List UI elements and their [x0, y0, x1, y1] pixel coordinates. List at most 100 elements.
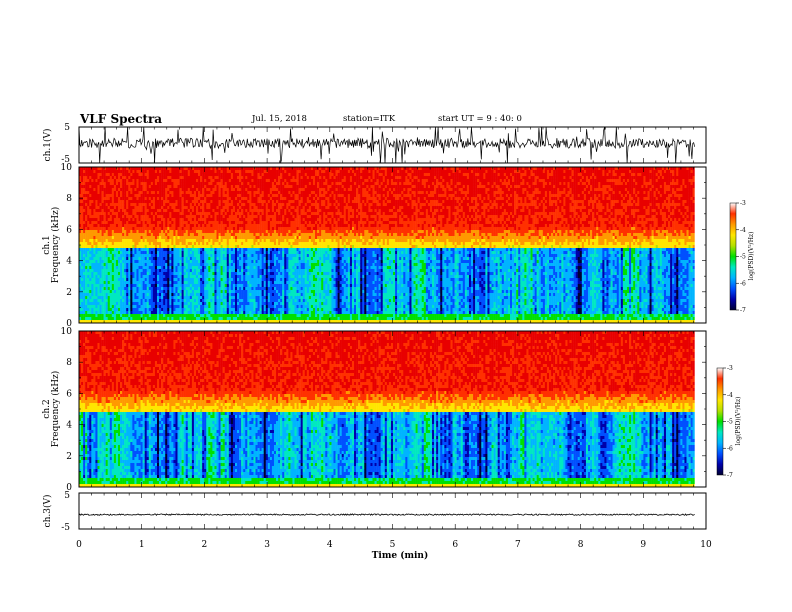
spectrogram-cell [202, 251, 204, 254]
spectrogram-cell [198, 206, 200, 209]
spectrogram-cell [116, 185, 118, 188]
spectrogram-cell [149, 197, 151, 200]
spectrogram-cell [233, 209, 235, 212]
spectrogram-cell [102, 296, 104, 299]
spectrogram-cell [171, 203, 173, 206]
spectrogram-cell [106, 305, 108, 308]
spectrogram-cell [196, 224, 198, 227]
spectrogram-cell [112, 263, 114, 266]
spectrogram-cell [169, 302, 171, 305]
spectrogram-cell [161, 233, 163, 236]
spectrogram-cell [81, 299, 83, 302]
spectrogram-cell [151, 254, 153, 257]
spectrogram-cell [108, 251, 110, 254]
spectrogram-cell [126, 284, 128, 287]
spectrogram-cell [182, 233, 184, 236]
spectrogram-cell [110, 272, 112, 275]
spectrogram-cell [214, 239, 216, 242]
spectrogram-cell [85, 254, 87, 257]
spectrogram-cell [184, 266, 186, 269]
spectrogram-cell [139, 170, 141, 173]
spectrogram-cell [97, 245, 99, 248]
spectrogram-cell [89, 296, 91, 299]
spectrogram-cell [186, 266, 188, 269]
spectrogram-cell [175, 311, 177, 314]
spectrogram-cell [145, 242, 147, 245]
spectrogram-cell [120, 212, 122, 215]
spectrogram-cell [202, 308, 204, 311]
spectrogram-cell [167, 266, 169, 269]
spectrogram-cell [227, 182, 229, 185]
spectrogram-cell [206, 191, 208, 194]
spectrogram-cell [122, 248, 124, 251]
spectrogram-cell [89, 251, 91, 254]
spectrogram-cell [173, 176, 175, 179]
spectrogram-cell [219, 260, 221, 263]
spectrogram-cell [237, 311, 239, 314]
spectrogram-cell [141, 218, 143, 221]
spectrogram-cell [114, 281, 116, 284]
spectrogram-cell [87, 290, 89, 293]
spectrogram-cell [188, 170, 190, 173]
spectrogram-cell [91, 251, 93, 254]
spectrogram-cell [178, 305, 180, 308]
spectrogram-cell [126, 248, 128, 251]
spectrogram-cell [171, 245, 173, 248]
spectrogram-cell [210, 242, 212, 245]
spectrogram-cell [122, 314, 124, 317]
spectrogram-cell [190, 293, 192, 296]
spectrogram-cell [161, 242, 163, 245]
spectrogram-cell [155, 317, 157, 320]
spectrogram-cell [130, 230, 132, 233]
spectrogram-cell [190, 182, 192, 185]
spectrogram-cell [227, 224, 229, 227]
spectrogram-cell [225, 293, 227, 296]
spectrogram-cell [182, 314, 184, 317]
spectrogram-cell [184, 185, 186, 188]
spectrogram-cell [180, 278, 182, 281]
spectrogram-cell [202, 224, 204, 227]
spectrogram-cell [159, 194, 161, 197]
spectrogram-cell [161, 236, 163, 239]
spectrogram-cell [190, 170, 192, 173]
spectrogram-cell [122, 284, 124, 287]
spectrogram-cell [151, 206, 153, 209]
spectrogram-cell [167, 200, 169, 203]
spectrogram-cell [126, 203, 128, 206]
spectrogram-cell [141, 179, 143, 182]
spectrogram-cell [143, 191, 145, 194]
spectrogram-cell [227, 212, 229, 215]
spectrogram-cell [149, 227, 151, 230]
spectrogram-cell [237, 200, 239, 203]
spectrogram-cell [231, 194, 233, 197]
spectrogram-cell [180, 206, 182, 209]
spectrogram-cell [217, 305, 219, 308]
spectrogram-cell [153, 269, 155, 272]
spectrogram-cell [190, 224, 192, 227]
spectrogram-cell [106, 239, 108, 242]
spectrogram-cell [100, 233, 102, 236]
spectrogram-cell [180, 200, 182, 203]
spectrogram-cell [106, 266, 108, 269]
spectrogram-cell [180, 170, 182, 173]
spectrogram-cell [147, 317, 149, 320]
spectrogram-cell [126, 182, 128, 185]
spectrogram-cell [87, 272, 89, 275]
spectrogram-cell [95, 248, 97, 251]
spectrogram-cell [147, 209, 149, 212]
spectrogram-cell [237, 239, 239, 242]
spectrogram-cell [188, 245, 190, 248]
spectrogram-cell [87, 257, 89, 260]
spectrogram-cell [190, 302, 192, 305]
spectrogram-cell [169, 221, 171, 224]
spectrogram-cell [159, 236, 161, 239]
spectrogram-cell [128, 173, 130, 176]
spectrogram-cell [188, 212, 190, 215]
spectrogram-cell [110, 275, 112, 278]
spectrogram-cell [208, 230, 210, 233]
spectrogram-cell [116, 215, 118, 218]
spectrogram-cell [91, 176, 93, 179]
spectrogram-cell [175, 215, 177, 218]
spectrogram-cell [126, 221, 128, 224]
spectrogram-cell [104, 284, 106, 287]
